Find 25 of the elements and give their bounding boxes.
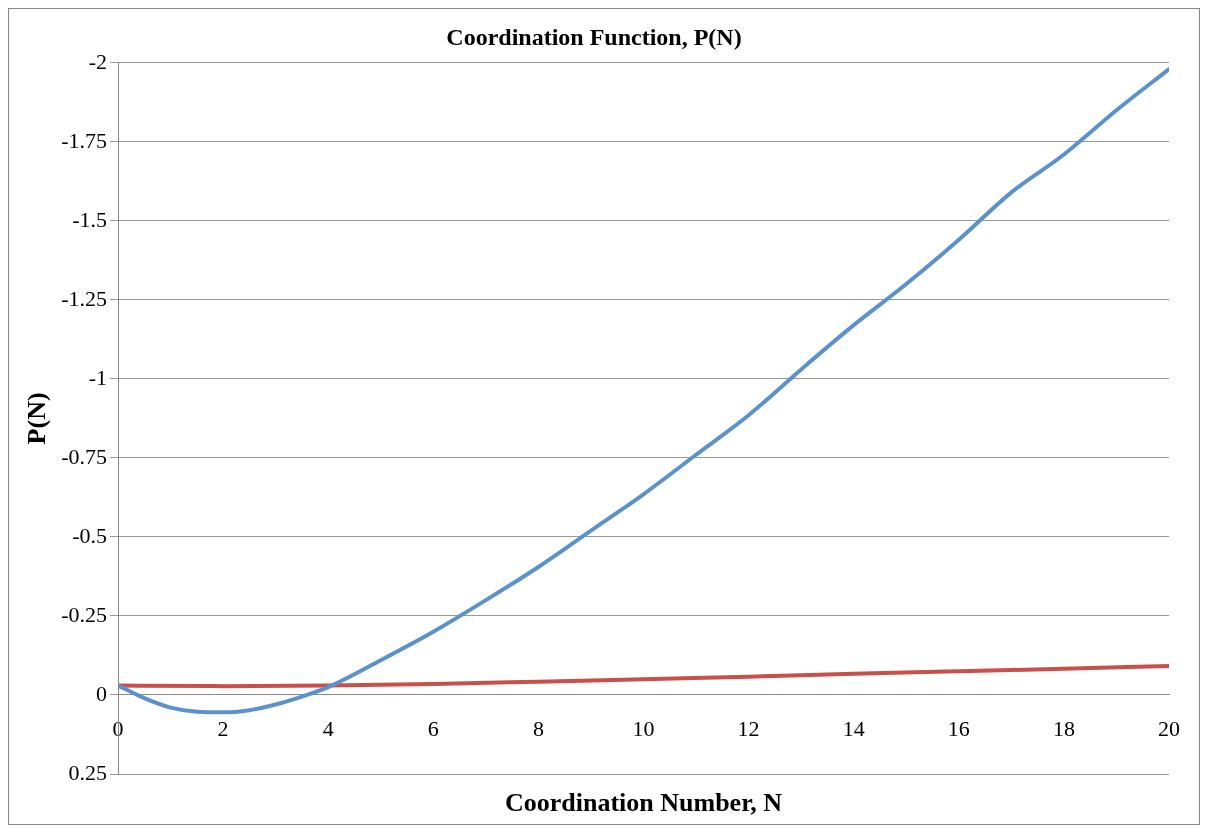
y-tick-label: -1.25: [61, 285, 108, 311]
x-tick-label: 18: [1052, 715, 1075, 741]
y-tick-label: -1: [88, 364, 108, 390]
y-tick-label: -1.75: [61, 127, 108, 153]
y-tick-label: -0.5: [72, 522, 108, 548]
x-tick-label: 16: [947, 715, 970, 741]
x-tick-label: 6: [427, 715, 439, 741]
line-series: [118, 663, 1169, 689]
y-tick-label: 0: [96, 680, 108, 706]
x-tick-label: 12: [737, 715, 760, 741]
x-tick-label: 10: [632, 715, 655, 741]
y-tick-label: -0.75: [61, 443, 108, 469]
y-tick-label: 0.25: [68, 759, 108, 785]
chart-title: Coordination Function, P(N): [446, 23, 742, 50]
x-tick-label: 4: [322, 715, 334, 741]
y-tick-label: -2: [88, 48, 108, 74]
x-tick-label: 14: [842, 715, 865, 741]
y-axis-title: P(N): [22, 392, 52, 445]
x-axis-title: Coordination Number, N: [504, 787, 783, 817]
x-tick-label: 2: [217, 715, 229, 741]
y-tick-label: -0.25: [61, 601, 108, 627]
x-tick-label: 20: [1158, 715, 1180, 741]
y-tick-label: -1.5: [72, 206, 108, 232]
x-tick-label: 8: [532, 715, 544, 741]
x-tick-label: 0: [112, 715, 124, 741]
